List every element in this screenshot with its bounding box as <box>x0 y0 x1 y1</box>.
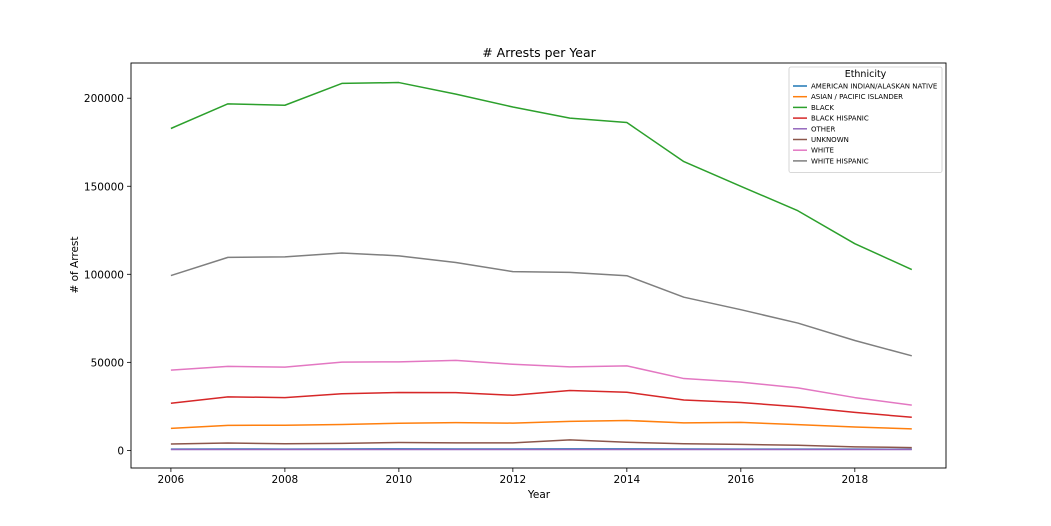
legend-entry-label: BLACK <box>811 104 834 112</box>
legend-entry-label: UNKNOWN <box>811 136 849 144</box>
legend: Ethnicity AMERICAN INDIAN/ALASKAN NATIVE A… <box>788 66 943 173</box>
chart-title: # Arrests per Year <box>482 45 596 60</box>
x-axis-title: Year <box>527 489 551 501</box>
y-axis-title: # of Arrest <box>69 236 81 293</box>
legend-title: Ethnicity <box>845 69 887 80</box>
series-line-2 <box>170 81 913 271</box>
x-tick-label: 2010 <box>385 474 412 486</box>
plot-frame <box>130 62 947 469</box>
legend-entry-label: WHITE <box>811 147 834 155</box>
y-tick-label: 100000 <box>84 269 124 281</box>
y-tick-label: 150000 <box>84 181 124 193</box>
legend-entry-label: ASIAN / PACIFIC ISLANDER <box>811 93 903 101</box>
y-tick-label: 50000 <box>91 357 124 369</box>
series-line-5 <box>170 439 912 449</box>
series-line-7 <box>170 252 912 357</box>
series-line-3 <box>170 389 912 419</box>
series-line-1 <box>170 419 912 430</box>
x-tick-label: 2012 <box>499 474 526 486</box>
axes: 2006 2008 2010 2012 2014 2016 2018 0 50000 100000… <box>84 62 947 486</box>
x-tick-label: 2018 <box>841 474 868 486</box>
y-tick-label: 0 <box>117 445 124 457</box>
x-tick-label: 2006 <box>158 474 185 486</box>
y-tick-label: 200000 <box>84 93 124 105</box>
x-tick-label: 2016 <box>727 474 754 486</box>
x-tick-label: 2008 <box>272 474 299 486</box>
series-line-6 <box>170 359 912 406</box>
x-tick-label: 2014 <box>613 474 640 486</box>
legend-box <box>788 66 943 173</box>
legend-entry-label: OTHER <box>811 125 835 133</box>
series-lines <box>170 81 913 451</box>
legend-entry-label: WHITE HISPANIC <box>811 157 869 165</box>
legend-entry-label: AMERICAN INDIAN/ALASKAN NATIVE <box>811 83 937 91</box>
legend-entry-label: BLACK HISPANIC <box>811 115 869 123</box>
